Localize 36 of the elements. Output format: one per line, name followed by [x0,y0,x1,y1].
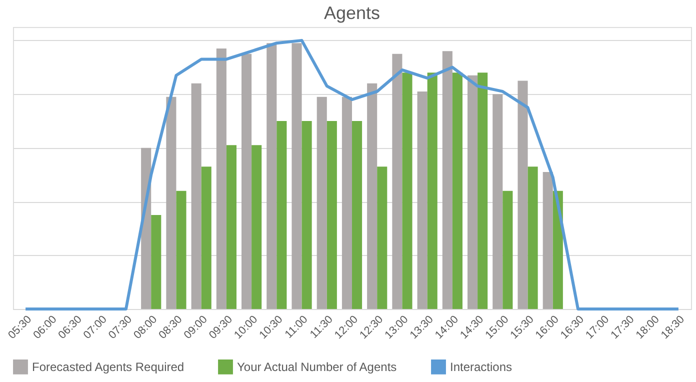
bar [326,121,337,309]
bar [226,145,236,309]
bar [402,72,412,309]
bar [442,51,452,309]
bar [492,94,503,309]
bar [427,72,438,309]
legend-label: Your Actual Number of Agents [237,360,397,374]
bar [352,121,362,309]
bar [292,43,302,309]
bar [468,75,478,309]
chart-title: Agents [324,3,380,23]
bar [216,48,226,309]
bar [452,72,462,309]
bar [478,72,488,309]
bar [201,166,212,309]
bar [528,166,538,309]
bar [342,96,352,309]
bar [502,190,513,309]
bar [252,145,262,309]
bar [392,54,402,309]
bar [176,190,186,309]
bar [191,83,202,309]
bar [367,83,378,309]
bar [266,43,277,309]
bar [417,91,428,309]
legend-label: Interactions [450,360,512,374]
bar [151,215,162,309]
bar [542,172,553,309]
bar [316,96,327,309]
bar [166,96,176,309]
bar [518,80,528,309]
bar [302,121,312,309]
legend-label: Forecasted Agents Required [32,360,184,374]
bar [242,54,252,309]
bar [276,121,287,309]
bar [377,166,388,309]
